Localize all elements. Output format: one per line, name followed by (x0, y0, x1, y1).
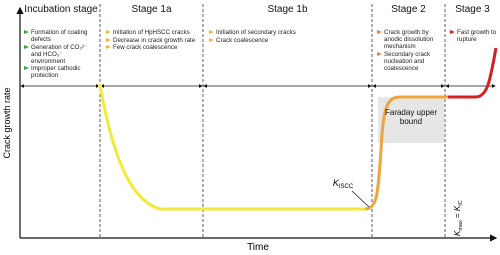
curve-stage-1 (98, 85, 365, 211)
bullet: Initiation of secondary cracks (209, 29, 369, 36)
bullet: Initiation of HpHSCC cracks (106, 29, 200, 36)
bullet: Crack growth by anodic dissolution mecha… (377, 29, 444, 50)
y-axis-label: Crack growth rate (2, 87, 12, 158)
kmax-label: Kmax = KIC (453, 200, 464, 236)
stage-title: Stage 1b (267, 4, 308, 15)
stage-dividers (99, 4, 446, 238)
faraday-label: Faraday upper bound (384, 108, 438, 126)
bullet-list: Fast growth to rupture (450, 29, 498, 44)
stage-title: Stage 1a (131, 4, 172, 15)
bullet: Generation of CO₃²⁻ and HCO₃⁻ environmen… (24, 44, 98, 65)
bullet: Secondary crack nucleation and coalescen… (377, 51, 444, 72)
bullet-list: Initiation of HpHSCC cracks Decrease in … (106, 29, 200, 52)
curve-stage-3 (448, 47, 498, 99)
curve-start (98, 84, 102, 88)
x-axis-label: Time (247, 242, 269, 253)
stage-title: Incubation stage (24, 4, 98, 15)
bullet: Decrease in crack growth rate (106, 37, 200, 44)
bullet-list: Formation of coating defects Generation … (24, 29, 98, 80)
bullet-list: Initiation of secondary cracks Crack coa… (209, 29, 369, 44)
curve-stage-2 (364, 95, 448, 211)
stage-title: Stage 3 (455, 4, 490, 15)
bullet: Few crack coalescence (106, 44, 200, 51)
kiscc-pointer (351, 190, 370, 208)
stage-title: Stage 2 (391, 4, 426, 15)
bullet: Crack coalescence (209, 37, 369, 44)
bullet-list: Crack growth by anodic dissolution mecha… (377, 29, 444, 72)
bullet: Formation of coating defects (24, 29, 98, 43)
bullet: Improper cathodic protection (24, 65, 98, 79)
kiscc-label: KISCC (333, 178, 354, 190)
bullet: Fast growth to rupture (450, 29, 498, 43)
